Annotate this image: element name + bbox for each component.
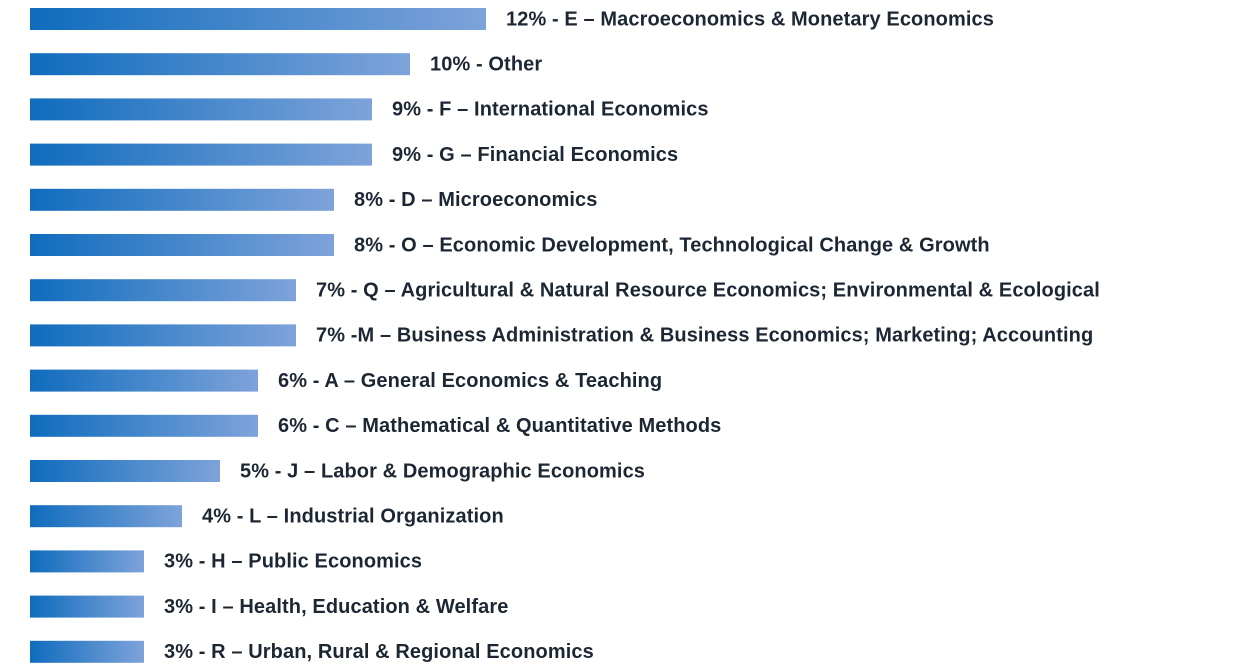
bar (30, 414, 258, 437)
bar-label: 3% - R – Urban, Rural & Regional Economi… (164, 641, 594, 663)
bar (30, 98, 372, 121)
bar-label: 5% - J – Labor & Demographic Economics (240, 460, 645, 482)
bar-label: 12% - E – Macroeconomics & Monetary Econ… (506, 8, 994, 30)
bar (30, 550, 144, 573)
bar (30, 8, 486, 30)
bar (30, 143, 372, 166)
bar (30, 324, 296, 347)
bar (30, 595, 144, 618)
bar-label: 9% - F – International Economics (392, 99, 709, 121)
bar-label: 8% - D – Microeconomics (354, 189, 597, 211)
bar-label: 3% - I – Health, Education & Welfare (164, 596, 508, 618)
bar (30, 369, 258, 392)
bar (30, 234, 334, 256)
bar-label: 7% - Q – Agricultural & Natural Resource… (316, 279, 1100, 301)
bar (30, 505, 182, 528)
bar-label: 7% -M – Business Administration & Busine… (316, 325, 1093, 347)
bar-label: 4% - L – Industrial Organization (202, 505, 504, 527)
bar (30, 188, 334, 211)
bar (30, 460, 220, 482)
bar-label: 3% - H – Public Economics (164, 551, 422, 573)
bar-label: 10% - Other (430, 53, 542, 75)
bar (30, 279, 296, 302)
bar (30, 53, 410, 76)
bar-label: 6% - C – Mathematical & Quantitative Met… (278, 415, 721, 437)
bar-label: 9% - G – Financial Economics (392, 144, 678, 166)
bar (30, 640, 144, 663)
bar-label: 6% - A – General Economics & Teaching (278, 370, 662, 392)
bar-label: 8% - O – Economic Development, Technolog… (354, 234, 990, 256)
